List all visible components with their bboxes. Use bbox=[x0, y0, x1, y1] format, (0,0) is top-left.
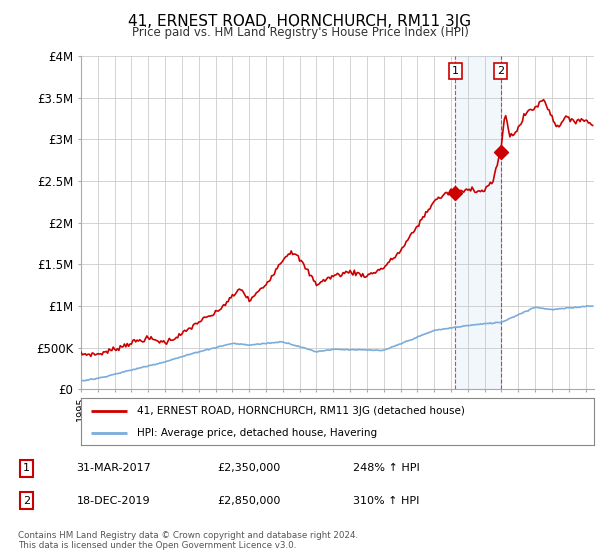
Text: 248% ↑ HPI: 248% ↑ HPI bbox=[353, 464, 419, 473]
Text: 41, ERNEST ROAD, HORNCHURCH, RM11 3JG (detached house): 41, ERNEST ROAD, HORNCHURCH, RM11 3JG (d… bbox=[137, 406, 466, 416]
Text: £2,850,000: £2,850,000 bbox=[218, 496, 281, 506]
Text: 1: 1 bbox=[452, 66, 459, 76]
Text: Price paid vs. HM Land Registry's House Price Index (HPI): Price paid vs. HM Land Registry's House … bbox=[131, 26, 469, 39]
Text: 41, ERNEST ROAD, HORNCHURCH, RM11 3JG: 41, ERNEST ROAD, HORNCHURCH, RM11 3JG bbox=[128, 14, 472, 29]
Text: £2,350,000: £2,350,000 bbox=[218, 464, 281, 473]
Text: 2: 2 bbox=[23, 496, 30, 506]
Text: 310% ↑ HPI: 310% ↑ HPI bbox=[353, 496, 419, 506]
Bar bbox=[455, 56, 501, 389]
Text: HPI: Average price, detached house, Havering: HPI: Average price, detached house, Have… bbox=[137, 428, 377, 438]
Text: 31-MAR-2017: 31-MAR-2017 bbox=[77, 464, 151, 473]
Text: 1: 1 bbox=[23, 464, 30, 473]
Text: 18-DEC-2019: 18-DEC-2019 bbox=[77, 496, 150, 506]
Text: 2: 2 bbox=[497, 66, 505, 76]
Text: Contains HM Land Registry data © Crown copyright and database right 2024.
This d: Contains HM Land Registry data © Crown c… bbox=[18, 531, 358, 550]
